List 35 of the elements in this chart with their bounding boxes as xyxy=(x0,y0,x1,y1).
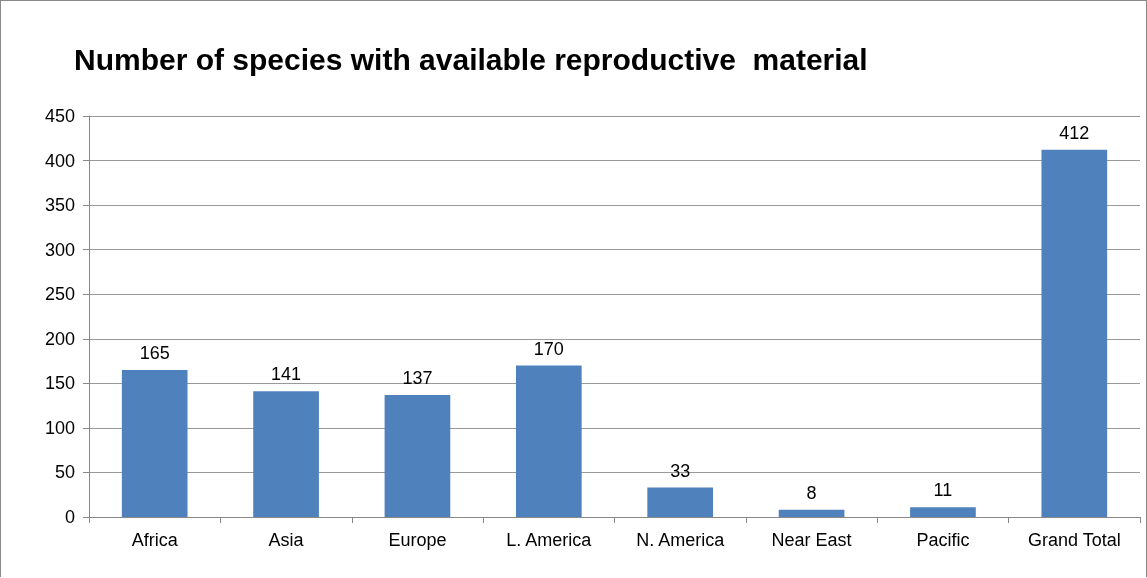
chart-title: Number of species with available reproductive material xyxy=(74,42,868,76)
x-tick-label: L. America xyxy=(506,530,593,550)
bar xyxy=(647,487,714,517)
bar xyxy=(910,507,976,517)
x-tick-label: Near East xyxy=(771,530,852,550)
data-label: 141 xyxy=(271,364,302,385)
y-tick-label: 300 xyxy=(44,239,75,260)
bar xyxy=(778,509,845,517)
data-label: 11 xyxy=(933,480,953,501)
x-tick-label: N. America xyxy=(636,530,726,550)
bar xyxy=(384,394,451,517)
bar xyxy=(121,369,188,517)
bar xyxy=(1041,149,1108,517)
y-tick-label: 200 xyxy=(44,328,75,349)
x-tick-label: Grand Total xyxy=(1027,530,1121,550)
bar xyxy=(253,391,319,517)
data-label: 170 xyxy=(533,338,564,359)
y-tick-label: 100 xyxy=(44,417,75,438)
x-tick-label: Asia xyxy=(268,530,305,550)
y-tick-label: 0 xyxy=(64,507,75,527)
data-label: 8 xyxy=(806,482,817,503)
y-tick-label: 250 xyxy=(44,284,75,305)
data-label: 165 xyxy=(139,342,170,363)
y-tick-label: 150 xyxy=(44,373,75,394)
data-label: 137 xyxy=(402,367,433,388)
x-tick-label: Pacific xyxy=(916,530,970,550)
x-tick-label: Africa xyxy=(131,530,179,550)
data-label: 412 xyxy=(1059,122,1090,143)
data-label: 33 xyxy=(670,460,691,481)
x-tick-label: Europe xyxy=(388,530,447,550)
y-tick-label: 450 xyxy=(44,106,75,126)
y-tick-label: 350 xyxy=(44,195,75,216)
bar xyxy=(515,365,582,517)
y-tick-label: 50 xyxy=(54,462,75,483)
y-tick-label: 400 xyxy=(44,150,75,171)
